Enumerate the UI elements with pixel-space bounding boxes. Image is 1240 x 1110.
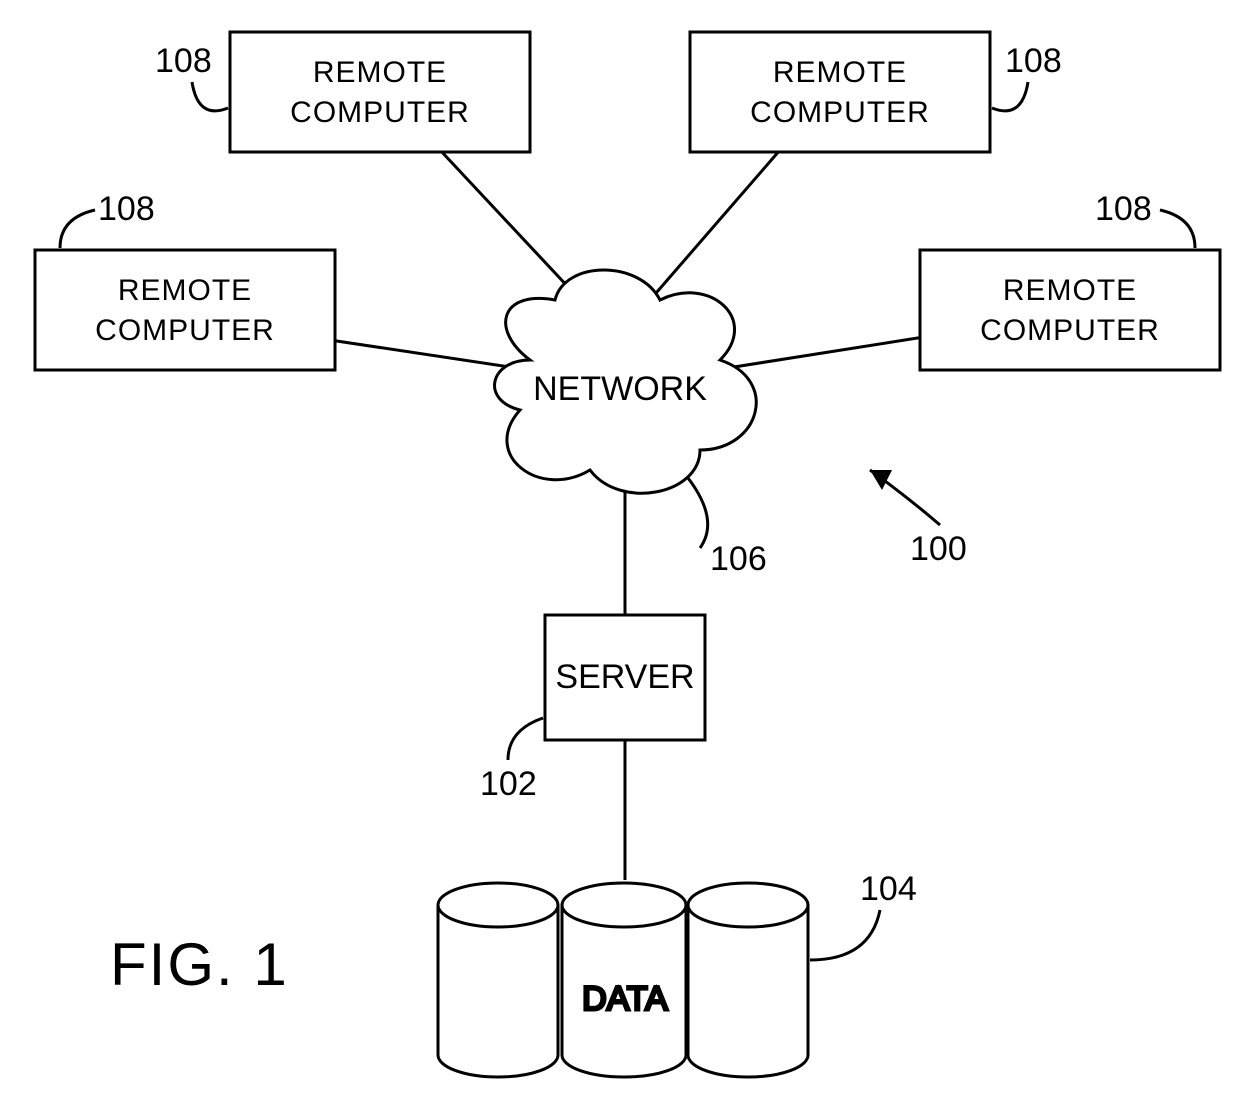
ref-108c: 108 [98,190,155,228]
data-label: DATA [582,980,668,1018]
ref-104: 104 [860,870,917,908]
network-label: NETWORK [533,370,707,408]
leader-108b [992,82,1028,111]
figure-label: FIG. 1 [110,931,289,998]
ref-100: 100 [910,530,967,568]
leader-106 [688,478,708,548]
leader-104 [810,910,880,960]
remote2-line2: COMPUTER [750,96,930,129]
network-cloud: NETWORK [495,270,757,493]
leader-108a [192,82,228,111]
system-ref-arrow [870,470,940,525]
ref-102: 102 [480,765,537,803]
ref-108b: 108 [1005,42,1062,80]
network-diagram: REMOTE COMPUTER 108 REMOTE COMPUTER 108 … [0,0,1240,1110]
remote1-line1: REMOTE [313,56,447,89]
remote4-line2: COMPUTER [980,314,1160,347]
data-cylinders: DATA [438,883,808,1077]
remote3-line1: REMOTE [118,274,252,307]
remote-computer-box-3: REMOTE COMPUTER [35,250,335,370]
leader-108d [1160,210,1195,248]
ref-106: 106 [710,540,767,578]
ref-108a: 108 [155,42,212,80]
remote-computer-box-2: REMOTE COMPUTER [690,32,990,152]
remote2-line1: REMOTE [773,56,907,89]
remote-computer-box-1: REMOTE COMPUTER [230,32,530,152]
edges [230,150,1000,880]
remote3-line2: COMPUTER [95,314,275,347]
leader-102 [508,718,543,760]
remote-computer-box-4: REMOTE COMPUTER [920,250,1220,370]
server-box: SERVER [545,615,705,740]
server-label: SERVER [555,658,694,696]
remote1-line2: COMPUTER [290,96,470,129]
ref-108d: 108 [1095,190,1152,228]
remote4-line1: REMOTE [1003,274,1137,307]
leader-108c [60,210,95,248]
